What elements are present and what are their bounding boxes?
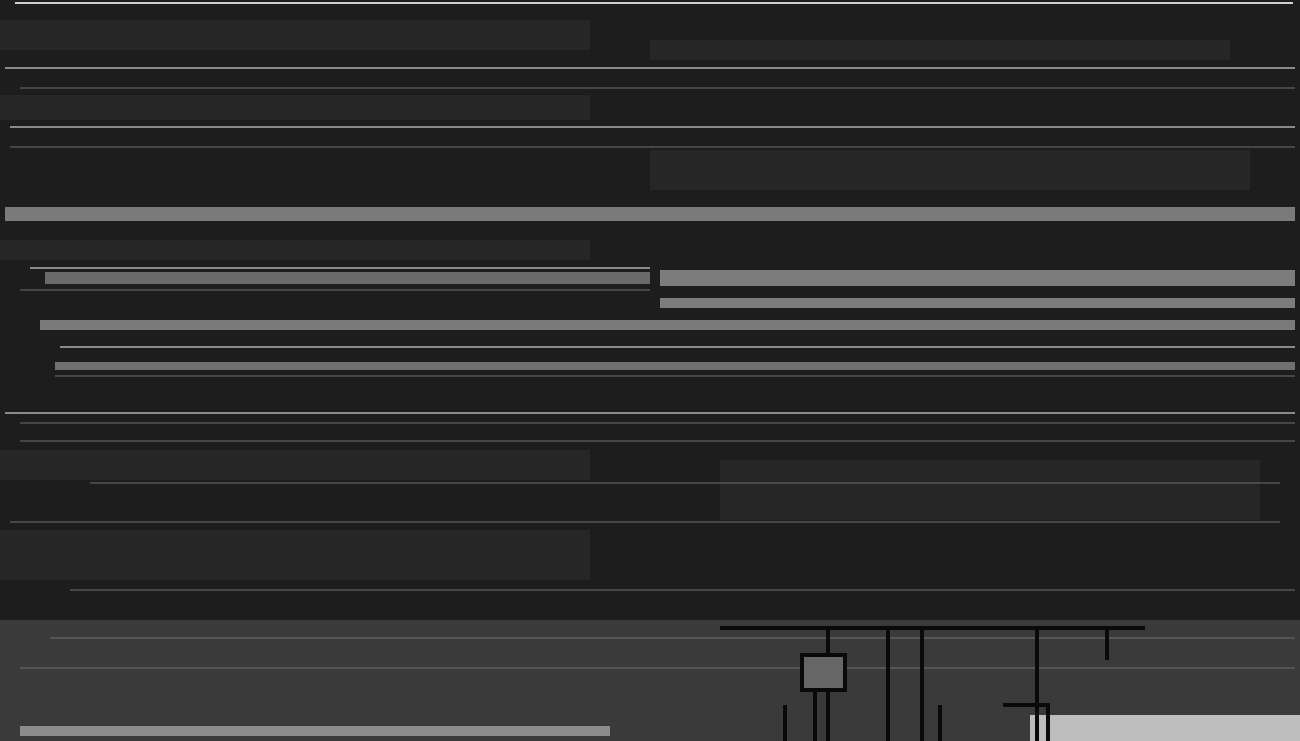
band [660, 270, 1295, 286]
band [660, 298, 1295, 308]
band [40, 320, 1295, 330]
noise-row [0, 450, 590, 480]
wide-band [5, 207, 1295, 221]
band [45, 272, 650, 284]
schematic [720, 626, 1145, 741]
bottom-block [1030, 715, 1300, 741]
hatched-part [804, 657, 843, 688]
noise-row [720, 460, 1260, 520]
noise-row [650, 40, 1230, 60]
noise-row [0, 530, 590, 580]
noise-row [0, 240, 590, 260]
noise-row [0, 95, 590, 120]
noise-row [0, 20, 590, 50]
horizontal-lines [5, 67, 1295, 591]
noise-row [650, 150, 1250, 190]
band [55, 362, 1295, 370]
noise-rows [0, 20, 1260, 580]
bottom-band [20, 726, 610, 736]
